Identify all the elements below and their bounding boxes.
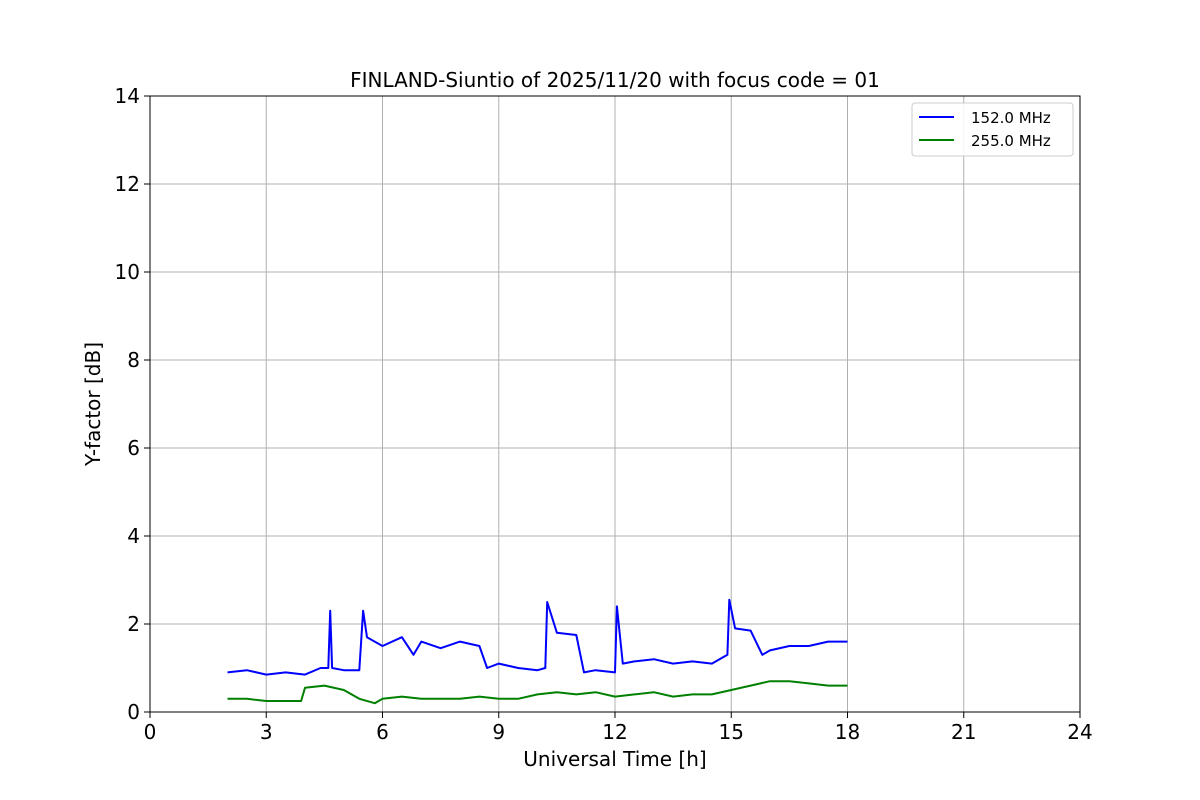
x-tick-label: 15 xyxy=(719,720,744,744)
x-tick-label: 0 xyxy=(144,720,157,744)
y-tick-label: 4 xyxy=(127,524,140,548)
chart-title: FINLAND-Siuntio of 2025/11/20 with focus… xyxy=(350,68,880,92)
y-tick-label: 8 xyxy=(127,348,140,372)
plot-series xyxy=(227,598,848,705)
x-tick-label: 3 xyxy=(260,720,273,744)
series-line-0 xyxy=(227,598,848,676)
legend-label-1: 255.0 MHz xyxy=(971,132,1051,150)
legend: 152.0 MHz 255.0 MHz xyxy=(911,102,1074,157)
series-line-1 xyxy=(227,680,848,705)
x-tick-label: 12 xyxy=(602,720,627,744)
x-axis-label: Universal Time [h] xyxy=(523,747,706,771)
x-tick-label: 6 xyxy=(376,720,389,744)
y-tick-label: 2 xyxy=(127,612,140,636)
x-tick-label: 18 xyxy=(835,720,860,744)
y-tick-label: 12 xyxy=(115,172,140,196)
y-tick-label: 6 xyxy=(127,436,140,460)
legend-label-0: 152.0 MHz xyxy=(971,109,1051,127)
y-axis-label: Y-factor [dB] xyxy=(81,342,105,467)
y-tick-label: 14 xyxy=(115,84,140,108)
x-tick-label: 21 xyxy=(951,720,976,744)
x-tick-label: 24 xyxy=(1067,720,1092,744)
x-tick-label: 9 xyxy=(492,720,505,744)
y-tick-label: 0 xyxy=(127,700,140,724)
y-tick-label: 10 xyxy=(115,260,140,284)
